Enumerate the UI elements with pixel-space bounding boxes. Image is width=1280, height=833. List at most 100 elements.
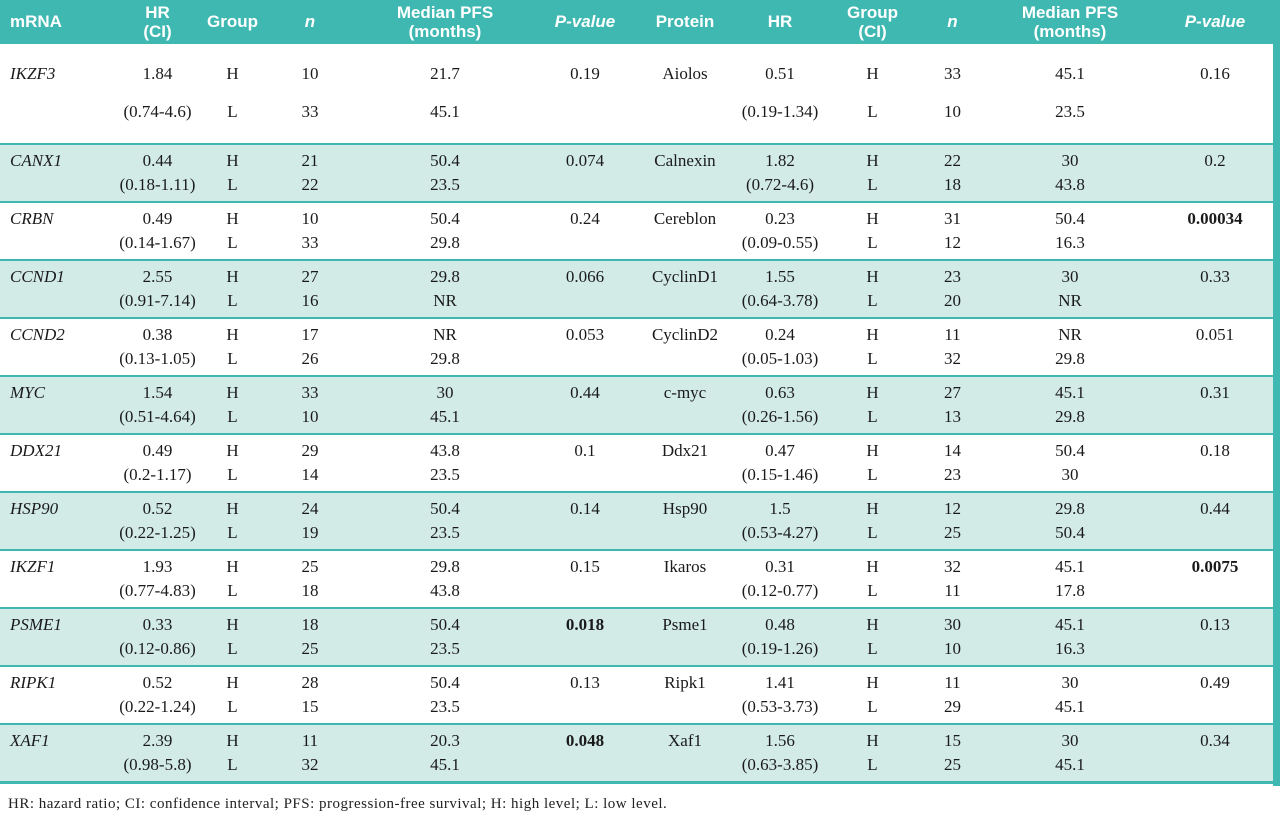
protein-n-high-value: 14 [944, 441, 961, 461]
cell-mrna: CANX1 [0, 145, 110, 201]
protein-pvalue: 0.051 [1195, 325, 1235, 345]
pfs-low-value: 43.8 [430, 580, 460, 600]
protein-pfs-high-value: 45.1 [1055, 383, 1085, 403]
protein-pvalue: 0.49 [1200, 673, 1230, 693]
pfs-low-value: 23.5 [430, 638, 460, 658]
cell-protein-pvalue: 0.16 [1150, 44, 1280, 143]
cell-pvalue: 0.053 [530, 319, 640, 375]
protein-pvalue: 0.33 [1200, 267, 1230, 287]
ci-value: (0.13-1.05) [119, 348, 196, 368]
ci-value: (0.22-1.25) [119, 522, 196, 542]
protein-ci-value: (0.63-3.85) [741, 754, 819, 774]
cell-n: 29 14 [260, 435, 360, 491]
group-low-label: L [227, 290, 238, 310]
protein-n-low-value: 20 [944, 290, 961, 310]
cell-protein: c-myc [640, 377, 730, 433]
protein-group-high-label: H [866, 441, 879, 461]
cell-group: H L [205, 667, 260, 723]
cell-hr-ci: 0.33 (0.12-0.86) [110, 609, 205, 665]
cell-protein: Hsp90 [640, 493, 730, 549]
cell-pvalue: 0.066 [530, 261, 640, 317]
n-low-value: 26 [301, 348, 319, 368]
protein-ci-value: (0.72-4.6) [746, 174, 814, 194]
cell-protein-group: H L [830, 44, 915, 143]
protein-group-low-label: L [867, 102, 878, 122]
cell-pvalue: 0.15 [530, 551, 640, 607]
cell-median-pfs: 21.7 45.1 [360, 44, 530, 143]
protein-pfs-high-value: 45.1 [1055, 64, 1085, 84]
cell-n: 10 33 [260, 44, 360, 143]
ci-value: (0.91-7.14) [119, 290, 196, 310]
protein-group-low-label: L [867, 696, 878, 716]
n-high-value: 10 [301, 209, 319, 229]
cell-median-pfs: 50.4 23.5 [360, 145, 530, 201]
group-high-label: H [226, 499, 239, 519]
protein-group-low-label: L [867, 580, 878, 600]
cell-group: H L [205, 377, 260, 433]
cell-mrna: IKZF3 [0, 44, 110, 143]
header-mrna: mRNA [0, 0, 110, 44]
cell-protein-group: H L [830, 145, 915, 201]
protein-ci-value: (0.53-3.73) [741, 696, 819, 716]
cell-protein: CyclinD1 [640, 261, 730, 317]
header-ci-label: (CI) [143, 22, 172, 41]
n-high-value: 11 [301, 731, 319, 751]
group-low-label: L [227, 406, 238, 426]
table-row-group: DDX21 0.49 (0.2-1.17) H L 29 14 43.8 23.… [0, 433, 1280, 491]
cell-protein-group: H L [830, 725, 915, 781]
cell-median-pfs: 50.4 23.5 [360, 667, 530, 723]
n-low-value: 32 [301, 754, 319, 774]
table-row-group: IKZF1 1.93 (0.77-4.83) H L 25 18 29.8 43… [0, 549, 1280, 607]
cell-hr-ci: 0.52 (0.22-1.24) [110, 667, 205, 723]
cell-n: 25 18 [260, 551, 360, 607]
cell-mrna: MYC [0, 377, 110, 433]
protein-n-high-value: 31 [944, 209, 961, 229]
group-high-label: H [226, 209, 239, 229]
cell-pvalue: 0.1 [530, 435, 640, 491]
protein-pfs-low-value: 16.3 [1055, 638, 1085, 658]
cell-protein-n: 30 10 [915, 609, 990, 665]
protein-hr-value: 1.82 [765, 151, 795, 171]
protein-n-low-value: 18 [944, 174, 961, 194]
table-row-group: HSP90 0.52 (0.22-1.25) H L 24 19 50.4 23… [0, 491, 1280, 549]
hr-value: 2.55 [142, 267, 173, 287]
cell-protein-n: 14 23 [915, 435, 990, 491]
protein-pfs-high-value: 30 [1061, 673, 1079, 693]
protein-pvalue: 0.44 [1200, 499, 1230, 519]
cell-median-pfs: 43.8 23.5 [360, 435, 530, 491]
n-low-value: 18 [301, 580, 319, 600]
group-low-label: L [227, 754, 238, 774]
ci-value: (0.2-1.17) [123, 464, 192, 484]
table-row-group: CANX1 0.44 (0.18-1.11) H L 21 22 50.4 23… [0, 143, 1280, 201]
cell-n: 17 26 [260, 319, 360, 375]
ci-value: (0.22-1.24) [119, 696, 196, 716]
protein-ci-value: (0.53-4.27) [741, 522, 819, 542]
protein-n-low-value: 11 [944, 580, 961, 600]
group-low-label: L [227, 522, 238, 542]
protein-ci-value: (0.19-1.34) [741, 102, 819, 122]
group-low-label: L [227, 102, 238, 122]
n-low-value: 15 [301, 696, 319, 716]
protein-name: Cereblon [653, 209, 717, 229]
cell-protein-median-pfs: 30 45.1 [990, 667, 1150, 723]
header-hr-label: HR [145, 2, 170, 22]
cell-protein-n: 11 29 [915, 667, 990, 723]
cell-hr-ci: 0.44 (0.18-1.11) [110, 145, 205, 201]
header-protein-pvalue-label: P-value [1184, 12, 1246, 32]
n-high-value: 24 [301, 499, 319, 519]
group-low-label: L [227, 696, 238, 716]
cell-protein-group: H L [830, 319, 915, 375]
cell-protein-group: H L [830, 493, 915, 549]
cell-pvalue: 0.14 [530, 493, 640, 549]
protein-pfs-low-value: 17.8 [1055, 580, 1085, 600]
protein-hr-value: 0.31 [765, 557, 795, 577]
ci-value: (0.74-4.6) [123, 102, 192, 122]
ci-value: (0.51-4.64) [119, 406, 196, 426]
table-header-row: mRNA HR (CI) Group n Median PFS (months)… [0, 0, 1280, 44]
protein-name: Calnexin [654, 151, 716, 171]
cell-protein-hr-ci: 1.56 (0.63-3.85) [730, 725, 830, 781]
header-protein-group-ci: Group (CI) [830, 0, 915, 44]
cell-protein-n: 23 20 [915, 261, 990, 317]
pfs-high-value: 50.4 [430, 499, 460, 519]
protein-pfs-low-value: 23.5 [1055, 102, 1085, 122]
